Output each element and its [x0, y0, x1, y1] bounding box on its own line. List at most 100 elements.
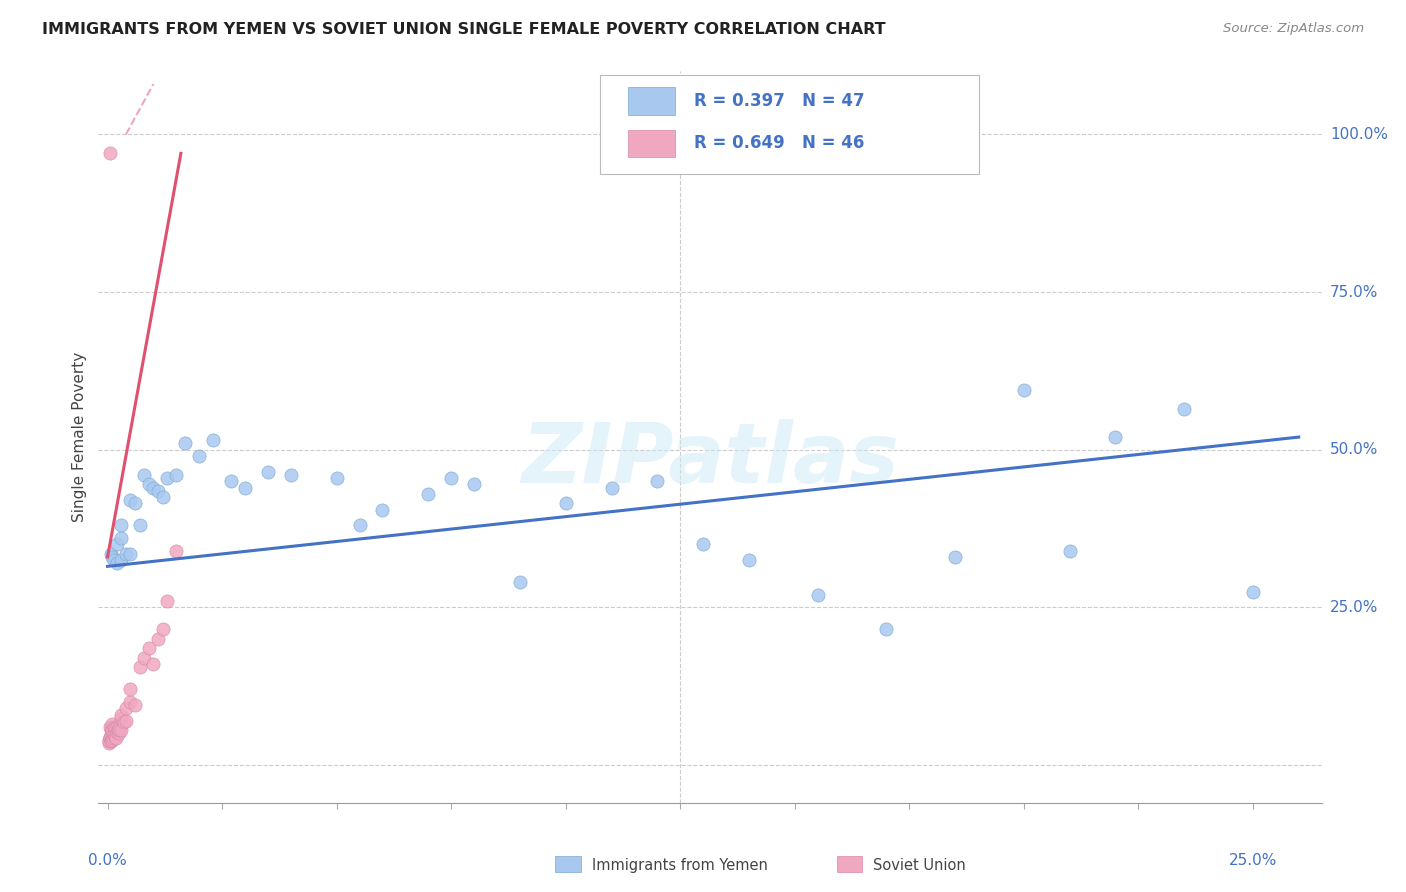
- Point: [112, 715, 135, 730]
- Point: [233, 481, 256, 495]
- Point: [201, 434, 224, 448]
- Point: [152, 490, 174, 504]
- Point: [97, 732, 120, 747]
- Point: [156, 471, 179, 485]
- Point: [107, 723, 129, 738]
- Text: 75.0%: 75.0%: [1330, 285, 1378, 300]
- Text: 100.0%: 100.0%: [1330, 127, 1388, 142]
- Point: [134, 467, 156, 482]
- Point: [103, 726, 125, 740]
- Point: [138, 477, 160, 491]
- Text: 25.0%: 25.0%: [1229, 853, 1277, 868]
- Point: [100, 732, 122, 747]
- Point: [120, 682, 142, 697]
- Point: [257, 465, 280, 479]
- Point: [104, 722, 127, 736]
- Point: [100, 717, 122, 731]
- Point: [120, 695, 142, 709]
- Point: [101, 726, 124, 740]
- Point: [463, 477, 485, 491]
- Text: IMMIGRANTS FROM YEMEN VS SOVIET UNION SINGLE FEMALE POVERTY CORRELATION CHART: IMMIGRANTS FROM YEMEN VS SOVIET UNION SI…: [42, 22, 886, 37]
- Point: [692, 537, 714, 551]
- Point: [280, 467, 302, 482]
- FancyBboxPatch shape: [628, 129, 675, 157]
- Point: [103, 728, 125, 742]
- Point: [156, 594, 179, 608]
- Text: 50.0%: 50.0%: [1330, 442, 1378, 458]
- Point: [104, 731, 127, 746]
- Point: [100, 734, 122, 748]
- Point: [124, 698, 146, 712]
- Point: [124, 496, 146, 510]
- Point: [98, 730, 121, 744]
- Point: [219, 474, 242, 488]
- Point: [115, 714, 138, 728]
- FancyBboxPatch shape: [600, 75, 979, 174]
- Point: [101, 731, 124, 746]
- Point: [103, 720, 125, 734]
- Point: [165, 467, 187, 482]
- Point: [188, 449, 211, 463]
- Point: [807, 588, 830, 602]
- Point: [138, 641, 160, 656]
- Point: [108, 723, 131, 738]
- Point: [98, 720, 121, 734]
- Point: [97, 736, 120, 750]
- Point: [120, 547, 142, 561]
- Text: 0.0%: 0.0%: [89, 853, 127, 868]
- Point: [105, 537, 128, 551]
- Point: [105, 720, 128, 734]
- Point: [101, 549, 124, 564]
- Point: [128, 660, 150, 674]
- Point: [142, 481, 165, 495]
- Point: [115, 547, 138, 561]
- Point: [107, 720, 129, 734]
- Point: [105, 556, 128, 570]
- Point: [146, 632, 169, 646]
- Point: [115, 701, 138, 715]
- Point: [98, 146, 121, 161]
- Point: [105, 725, 128, 739]
- Point: [152, 623, 174, 637]
- Point: [146, 483, 169, 498]
- Point: [600, 481, 623, 495]
- Point: [349, 518, 371, 533]
- Point: [165, 543, 187, 558]
- Point: [1104, 430, 1126, 444]
- Point: [128, 518, 150, 533]
- Point: [509, 575, 531, 590]
- Text: Source: ZipAtlas.com: Source: ZipAtlas.com: [1223, 22, 1364, 36]
- Point: [98, 734, 121, 748]
- Point: [1173, 401, 1195, 416]
- Point: [647, 474, 669, 488]
- Point: [110, 518, 132, 533]
- Point: [110, 707, 132, 722]
- Point: [554, 496, 576, 510]
- Text: Soviet Union: Soviet Union: [873, 858, 966, 872]
- Point: [100, 547, 122, 561]
- Point: [418, 487, 440, 501]
- Point: [100, 728, 122, 742]
- Text: ZIPatlas: ZIPatlas: [522, 418, 898, 500]
- Point: [1012, 383, 1035, 397]
- Point: [943, 549, 966, 564]
- Text: R = 0.649   N = 46: R = 0.649 N = 46: [695, 135, 865, 153]
- Point: [110, 531, 132, 545]
- Point: [371, 502, 394, 516]
- FancyBboxPatch shape: [628, 87, 675, 115]
- Point: [1241, 584, 1264, 599]
- Point: [120, 493, 142, 508]
- Point: [103, 723, 125, 738]
- Text: 25.0%: 25.0%: [1330, 599, 1378, 615]
- Point: [98, 731, 121, 746]
- Point: [1059, 543, 1081, 558]
- Point: [110, 723, 132, 738]
- Point: [174, 436, 197, 450]
- Text: Immigrants from Yemen: Immigrants from Yemen: [592, 858, 768, 872]
- Point: [325, 471, 347, 485]
- Point: [142, 657, 165, 671]
- Point: [134, 650, 156, 665]
- Point: [110, 711, 132, 725]
- Point: [738, 553, 761, 567]
- Y-axis label: Single Female Poverty: Single Female Poverty: [72, 352, 87, 522]
